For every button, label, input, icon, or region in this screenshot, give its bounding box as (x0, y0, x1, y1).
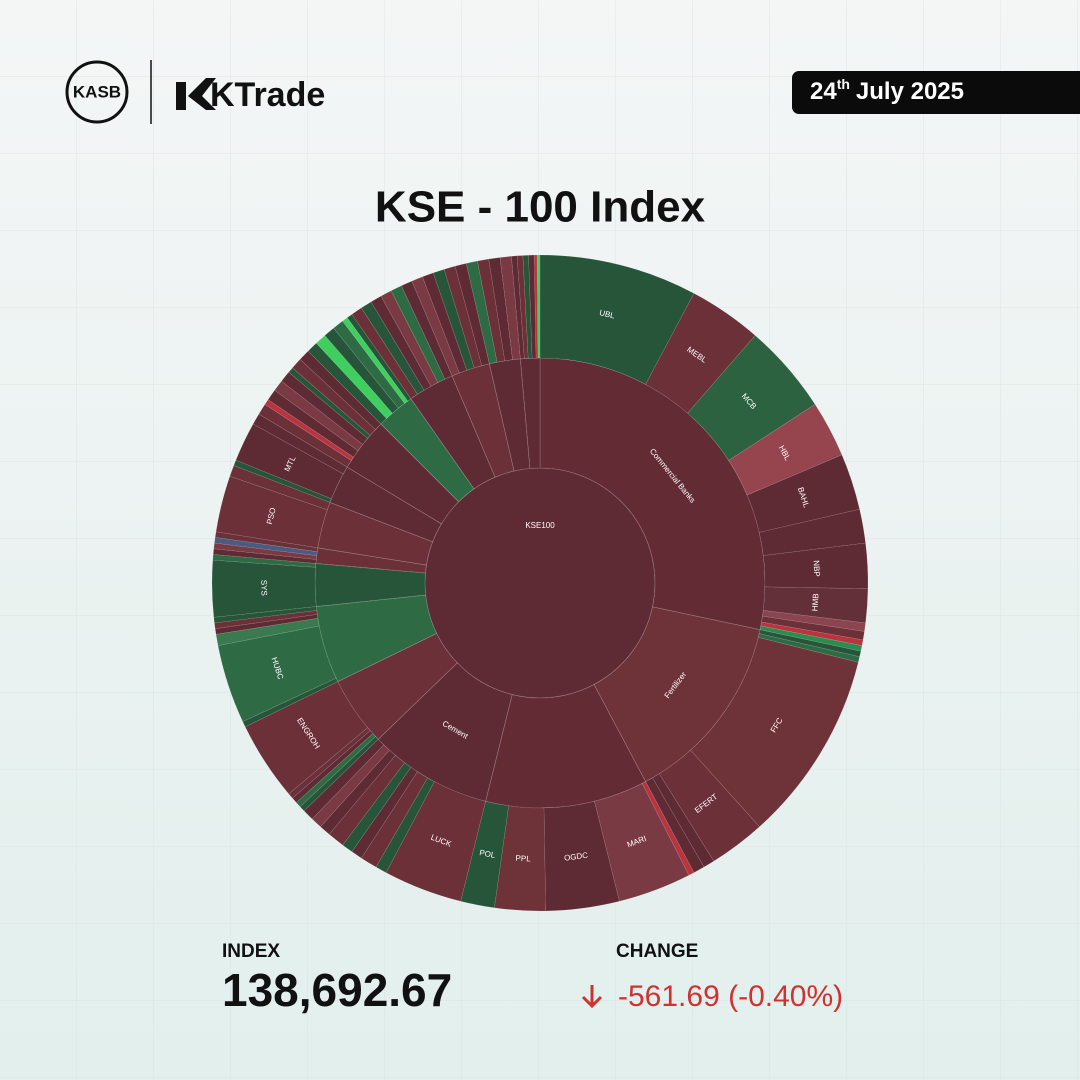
stock-segment (687, 335, 816, 461)
stock-segment (477, 258, 506, 363)
down-arrow (581, 985, 603, 1009)
stock-segment (528, 254, 537, 359)
sector (317, 501, 434, 566)
segment-label: PPL (515, 854, 531, 864)
stock-segment (212, 554, 317, 568)
stock-segment (328, 754, 406, 846)
stock-segment (233, 459, 332, 503)
stock-segment (370, 295, 432, 391)
sector (593, 606, 761, 783)
stock-segment (215, 617, 320, 646)
stock-segment (288, 367, 371, 439)
stock-segment (264, 399, 354, 461)
date-suffix: th (837, 76, 850, 92)
date-day: 24 (810, 78, 837, 105)
logo-ring (65, 60, 129, 124)
stock-segment (762, 610, 866, 632)
stock-segment (533, 254, 539, 359)
sector (488, 358, 531, 472)
stock-segment (213, 606, 318, 624)
segment-label: UBL (598, 308, 616, 321)
segment-label: OGDC (564, 851, 589, 863)
stock-segment (411, 276, 460, 377)
stock-segment (242, 677, 339, 728)
index-value: 138,692.67 (222, 964, 452, 1016)
stock-segment (536, 254, 541, 359)
stock-segment (460, 800, 510, 909)
sector (315, 547, 427, 574)
stock-segment (757, 633, 860, 663)
stock-segment (211, 559, 317, 618)
sector (314, 562, 427, 607)
change-value: -561.69 (-0.40%) (618, 980, 843, 1013)
segment-label: POL (479, 848, 497, 860)
stock-segment (333, 320, 406, 409)
logo-icon (176, 78, 216, 110)
stock-segment (690, 637, 859, 828)
stock-segment (351, 307, 418, 400)
stock-segment (380, 290, 439, 387)
stock-segment (494, 805, 547, 912)
stock-segment (758, 508, 866, 556)
stock-segment (274, 380, 364, 452)
stock-segment (516, 255, 529, 359)
stock-segment (758, 629, 862, 658)
stock-segment (390, 285, 446, 383)
stock-segment (311, 744, 390, 828)
segment-label: PSO (265, 507, 278, 526)
sunburst: KSE100UBLMEBLMCBHBLBAHLNBPHMBCommercial … (211, 254, 869, 912)
stock-segment (281, 371, 369, 445)
date: 24th July 2025 (810, 76, 964, 106)
stock-segment (214, 613, 319, 635)
stock-segment (214, 537, 318, 556)
kasb-logo: KASB (65, 60, 129, 124)
stock-segment (375, 777, 435, 874)
stock-segment (658, 749, 760, 862)
stock-segment (214, 610, 318, 629)
stock-segment (360, 301, 425, 395)
segment-label: NBP (812, 560, 822, 577)
stock-segment (212, 548, 317, 564)
change-label: CHANGE (616, 941, 698, 962)
stock-segment (465, 260, 498, 365)
stock-segment (342, 317, 409, 404)
stock-segment (235, 423, 344, 500)
stock-segment (422, 272, 468, 374)
logo-text: KASB (73, 82, 121, 101)
stock-segment (320, 749, 396, 835)
logo-text: KTrade (210, 76, 325, 114)
stock-segment (303, 738, 385, 820)
stock-segment (432, 268, 475, 371)
stock-segment (759, 625, 863, 652)
stock-segment (543, 800, 620, 912)
sector (329, 466, 442, 543)
sector (410, 375, 496, 490)
ktrade-logo: KTrade (176, 76, 325, 114)
segment-label: SYS (259, 580, 268, 596)
sector (380, 398, 475, 503)
sector (377, 662, 513, 802)
root (424, 467, 656, 699)
stock-segment (292, 358, 376, 436)
stock-segment (488, 257, 513, 362)
sector (519, 357, 541, 469)
stock-segment (641, 781, 695, 876)
root-label: KSE100 (525, 521, 555, 530)
date-rest: July 2025 (856, 78, 964, 105)
stock-segment (346, 313, 412, 402)
index-label: INDEX (222, 941, 280, 962)
chart-title: KSE - 100 Index (375, 183, 706, 232)
stock-segment (454, 263, 490, 367)
stock-segment (443, 265, 483, 369)
segment-label: HMB (810, 593, 820, 611)
stock-segment (645, 292, 756, 414)
date-badge (792, 71, 1080, 114)
stock-segment (342, 762, 412, 853)
stock-segment (746, 454, 860, 533)
stock-segment (539, 254, 695, 385)
